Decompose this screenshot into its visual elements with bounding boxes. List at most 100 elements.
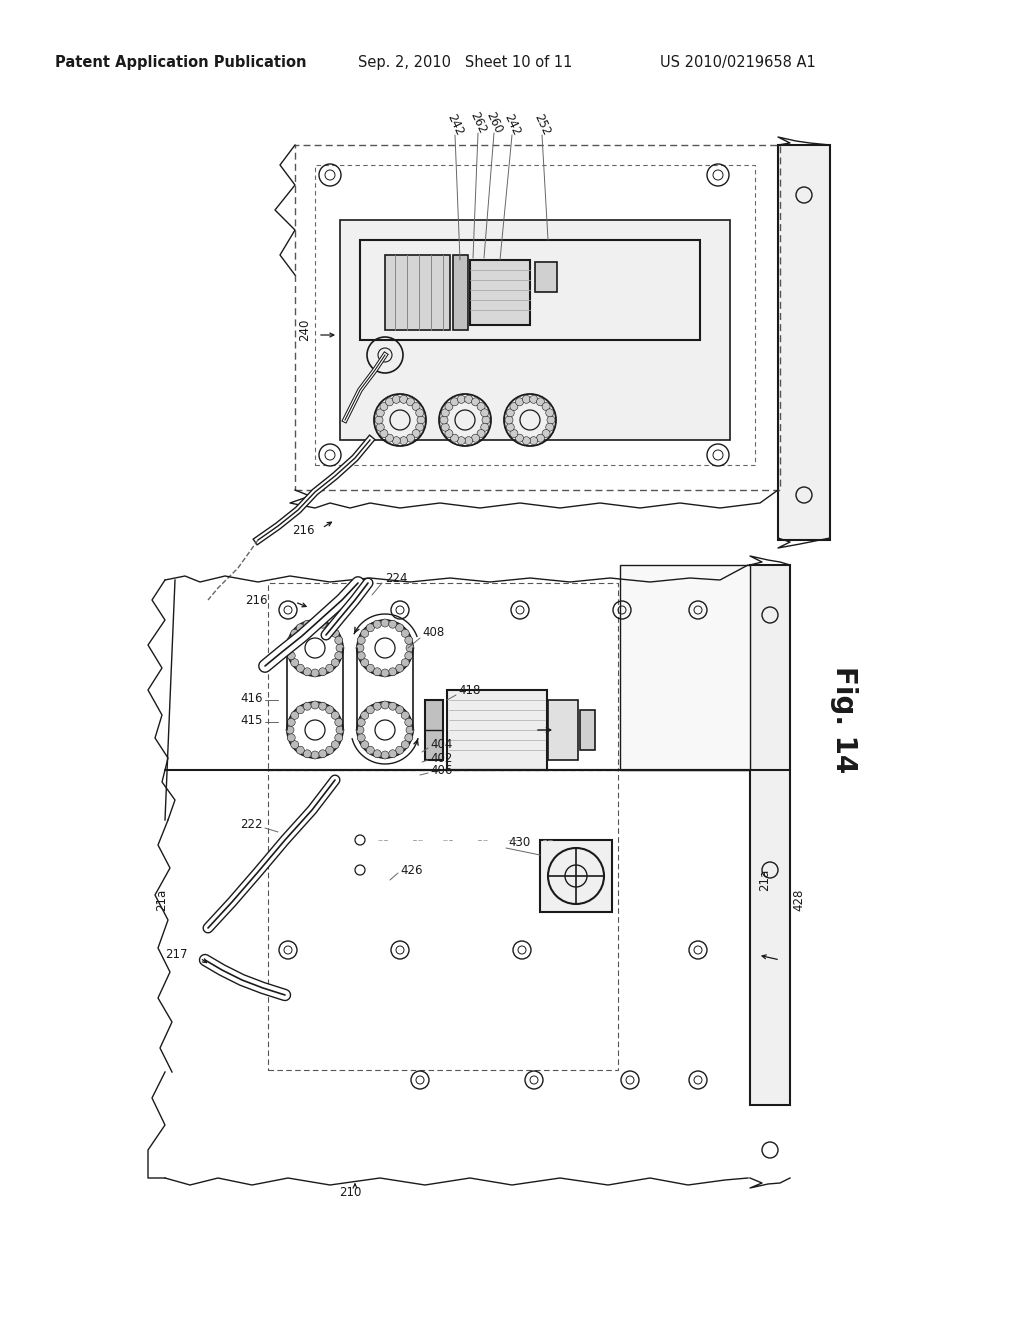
Circle shape (404, 718, 413, 726)
Circle shape (380, 429, 388, 437)
Circle shape (515, 397, 523, 405)
Circle shape (522, 437, 530, 445)
Circle shape (356, 644, 364, 652)
Circle shape (395, 664, 403, 672)
Circle shape (296, 624, 304, 632)
Circle shape (335, 636, 343, 644)
Circle shape (401, 659, 410, 667)
Text: 406: 406 (430, 763, 453, 776)
Circle shape (505, 416, 513, 424)
Circle shape (356, 726, 364, 734)
Circle shape (331, 659, 339, 667)
Circle shape (547, 416, 555, 424)
Circle shape (451, 397, 459, 405)
Circle shape (357, 636, 366, 644)
Text: Sep. 2, 2010   Sheet 10 of 11: Sep. 2, 2010 Sheet 10 of 11 (358, 54, 572, 70)
Bar (620, 565, 750, 770)
Circle shape (407, 397, 415, 405)
Circle shape (477, 403, 485, 411)
Circle shape (401, 741, 410, 748)
Circle shape (389, 750, 396, 758)
Text: 260: 260 (483, 110, 505, 136)
Bar (470, 260, 530, 325)
Circle shape (375, 416, 383, 424)
Circle shape (336, 726, 344, 734)
Text: 262: 262 (467, 110, 488, 136)
Text: 242: 242 (444, 112, 466, 139)
Circle shape (407, 434, 415, 442)
Circle shape (286, 726, 294, 734)
Bar (268, 583, 618, 770)
Circle shape (412, 429, 420, 437)
Text: 224: 224 (385, 572, 408, 585)
Text: 418: 418 (458, 684, 480, 697)
Circle shape (318, 620, 327, 628)
Circle shape (374, 702, 381, 710)
Text: 415: 415 (241, 714, 263, 726)
Circle shape (416, 424, 424, 432)
Circle shape (311, 619, 319, 627)
Circle shape (510, 403, 518, 411)
Bar (340, 220, 730, 440)
Circle shape (381, 619, 389, 627)
Circle shape (465, 395, 473, 404)
Text: 252: 252 (531, 112, 553, 137)
Circle shape (444, 403, 453, 411)
Circle shape (480, 424, 488, 432)
Circle shape (471, 397, 479, 405)
Circle shape (291, 711, 299, 719)
Circle shape (546, 424, 554, 432)
Circle shape (376, 424, 384, 432)
Text: 21a: 21a (759, 869, 771, 891)
Circle shape (465, 437, 473, 445)
Text: 210: 210 (339, 1187, 361, 1200)
Circle shape (381, 701, 389, 709)
Circle shape (287, 636, 295, 644)
Text: 402: 402 (430, 751, 453, 764)
Text: 416: 416 (241, 692, 263, 705)
Circle shape (291, 630, 299, 638)
Circle shape (482, 416, 490, 424)
Circle shape (367, 664, 375, 672)
Circle shape (406, 726, 414, 734)
Bar (360, 240, 700, 341)
Circle shape (515, 434, 523, 442)
Circle shape (296, 706, 304, 714)
Circle shape (303, 702, 311, 710)
Text: 222: 222 (241, 818, 263, 832)
Circle shape (529, 395, 538, 404)
Circle shape (291, 741, 299, 748)
Circle shape (444, 429, 453, 437)
Text: 217: 217 (166, 948, 188, 961)
Circle shape (357, 652, 366, 660)
Circle shape (318, 702, 327, 710)
Text: Fig. 14: Fig. 14 (830, 667, 858, 774)
Circle shape (286, 644, 294, 652)
Circle shape (406, 644, 414, 652)
Circle shape (335, 718, 343, 726)
Text: 242: 242 (502, 112, 522, 139)
Text: 216: 216 (293, 524, 315, 536)
Circle shape (546, 409, 554, 417)
Circle shape (287, 652, 295, 660)
Circle shape (331, 711, 339, 719)
Text: Patent Application Publication: Patent Application Publication (55, 54, 306, 70)
Circle shape (389, 702, 396, 710)
Circle shape (529, 437, 538, 445)
Circle shape (537, 397, 545, 405)
Text: 430: 430 (508, 837, 530, 850)
Circle shape (458, 437, 465, 445)
Bar (548, 700, 578, 760)
Text: 408: 408 (422, 626, 444, 639)
Circle shape (331, 630, 339, 638)
Circle shape (395, 706, 403, 714)
Circle shape (381, 669, 389, 677)
Circle shape (542, 429, 550, 437)
Circle shape (404, 636, 413, 644)
Circle shape (506, 409, 514, 417)
Circle shape (311, 751, 319, 759)
Circle shape (303, 620, 311, 628)
Circle shape (395, 746, 403, 754)
Circle shape (367, 746, 375, 754)
Circle shape (331, 741, 339, 748)
